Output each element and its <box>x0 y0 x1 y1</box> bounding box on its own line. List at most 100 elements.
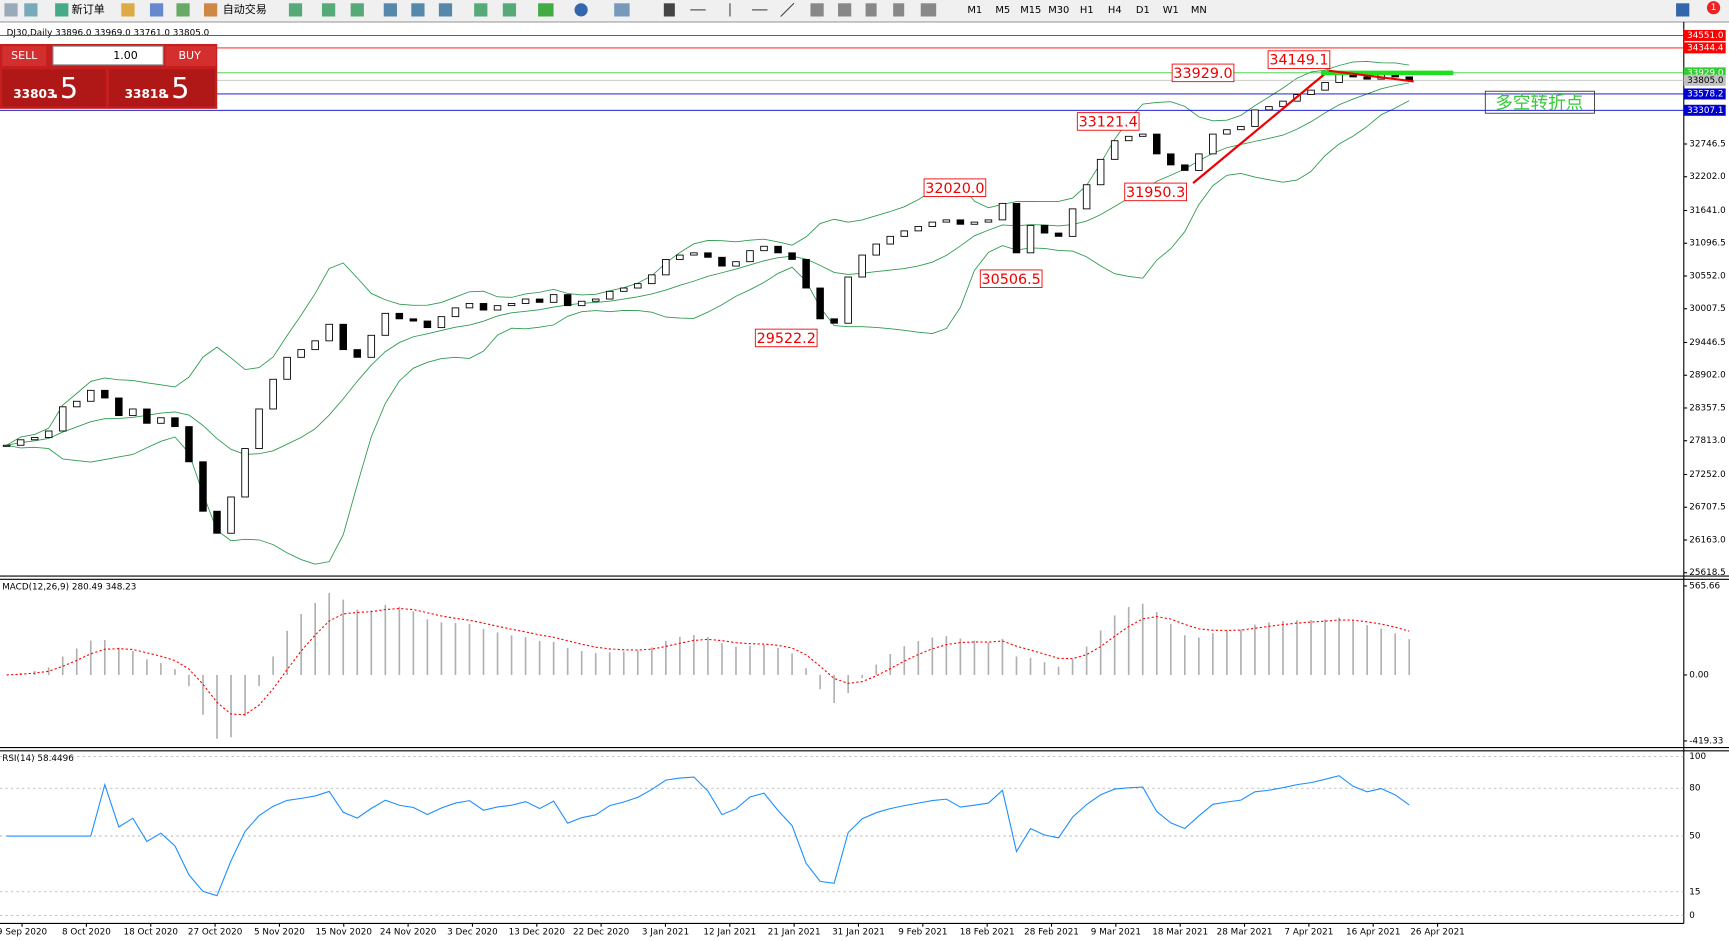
macd-signal <box>6 608 1410 716</box>
level-label-bg <box>1683 42 1726 54</box>
icon[interactable] <box>780 2 795 17</box>
icon[interactable] <box>920 3 937 17</box>
candle <box>1096 158 1105 186</box>
candle <box>58 406 67 432</box>
auto-trading-icon[interactable] <box>203 3 218 17</box>
candle <box>367 334 376 358</box>
candle <box>507 303 516 307</box>
candle <box>115 397 123 417</box>
candle <box>521 298 530 304</box>
timeframe[interactable]: M30 <box>1048 5 1069 16</box>
rsi-line <box>6 775 1410 897</box>
lot-value[interactable]: 1.00 <box>113 49 138 62</box>
icon[interactable] <box>121 3 135 17</box>
macd-tick-label: -419.33 <box>1689 736 1723 746</box>
icon[interactable] <box>149 3 164 17</box>
bollinger-band <box>6 82 1410 455</box>
buy-price-box[interactable] <box>109 69 216 107</box>
icon[interactable] <box>4 3 18 17</box>
search-icon[interactable] <box>1676 3 1690 17</box>
annotation-label: 30506.5 <box>982 272 1041 288</box>
timeframe[interactable]: M1 <box>967 5 982 16</box>
icon[interactable] <box>614 3 630 17</box>
icon[interactable] <box>810 3 824 17</box>
y-tick-label: 32746.5 <box>1689 140 1725 150</box>
y-tick-label: 31641.0 <box>1689 206 1726 216</box>
icon[interactable] <box>411 3 425 17</box>
candle <box>1237 125 1245 131</box>
note-box <box>1484 90 1595 114</box>
x-tick-label: 18 Feb 2021 <box>960 928 1015 938</box>
buy-price-main[interactable]: 33818 <box>125 87 167 101</box>
toolbar-items: 新订单 自动交易 <box>4 1 1721 17</box>
icon[interactable] <box>176 3 190 17</box>
candle <box>900 230 909 237</box>
buy-price-frac[interactable]: .5 <box>162 71 189 105</box>
candle <box>101 389 109 399</box>
x-tick-label: 15 Nov 2020 <box>316 928 373 938</box>
candle <box>872 243 880 256</box>
rsi-tick-label: 100 <box>1689 752 1706 762</box>
candle <box>381 312 390 336</box>
sell-label[interactable]: SELL <box>11 49 38 62</box>
icon[interactable] <box>383 3 397 17</box>
icon[interactable] <box>350 3 364 17</box>
icon[interactable] <box>438 3 453 17</box>
icon[interactable] <box>865 3 877 17</box>
candle <box>1026 224 1035 254</box>
y-tick-label: 27813.0 <box>1689 436 1726 446</box>
notification-count: 1 <box>1711 3 1717 13</box>
level-label-bg <box>1683 67 1726 79</box>
y-tick-label: 27252.0 <box>1689 470 1726 480</box>
icon[interactable] <box>321 3 336 17</box>
icon[interactable] <box>24 3 38 17</box>
sell-button[interactable] <box>2 46 47 66</box>
candle <box>423 320 432 329</box>
x-tick-label: 8 Oct 2020 <box>62 928 111 938</box>
level-label-bg <box>1683 88 1726 100</box>
sell-price-frac[interactable]: .5 <box>51 71 78 105</box>
icon[interactable] <box>502 3 517 17</box>
annotation-box <box>979 269 1043 288</box>
candle <box>465 303 474 309</box>
buy-button[interactable] <box>165 46 217 66</box>
notification-badge[interactable] <box>1706 1 1721 15</box>
timeframe[interactable]: D1 <box>1136 5 1150 16</box>
icon[interactable] <box>893 3 905 17</box>
new-order[interactable]: 新订单 <box>72 2 105 16</box>
candle <box>746 250 754 263</box>
candle <box>129 408 137 417</box>
icon[interactable] <box>538 3 554 17</box>
timeframe[interactable]: M5 <box>995 5 1010 16</box>
timeframe[interactable]: M15 <box>1020 5 1041 16</box>
annotation-box <box>754 328 818 348</box>
note: 多空转折点 <box>1495 93 1583 113</box>
annotation-label: 34149.1 <box>1269 53 1328 69</box>
icon[interactable] <box>288 3 303 17</box>
timeframe[interactable]: MN <box>1191 5 1207 16</box>
candle <box>914 226 923 232</box>
x-tick-label: 3 Dec 2020 <box>447 928 498 938</box>
candle <box>984 219 993 223</box>
candle <box>844 276 852 324</box>
sell-price-box[interactable] <box>2 69 106 107</box>
auto-trading[interactable]: 自动交易 <box>223 2 267 16</box>
candle <box>30 437 39 441</box>
candle <box>269 378 277 410</box>
timeframe[interactable]: H4 <box>1108 5 1122 16</box>
icon[interactable] <box>663 3 675 17</box>
icon[interactable] <box>474 3 488 17</box>
timeframe[interactable]: H1 <box>1080 5 1094 16</box>
lot-input[interactable] <box>52 45 164 66</box>
candle <box>72 400 81 408</box>
x-tick-label: 28 Mar 2021 <box>1217 928 1273 938</box>
buy-label[interactable]: BUY <box>178 49 201 62</box>
sell-price-main[interactable]: 33803 <box>13 87 55 101</box>
candle <box>255 408 263 450</box>
icon[interactable] <box>838 3 852 17</box>
timeframe[interactable]: W1 <box>1163 5 1179 16</box>
icon[interactable] <box>574 3 588 17</box>
new-order-icon[interactable] <box>55 3 69 17</box>
rsi-title: RSI(14) 58.4496 <box>2 754 74 764</box>
candle <box>718 256 726 267</box>
